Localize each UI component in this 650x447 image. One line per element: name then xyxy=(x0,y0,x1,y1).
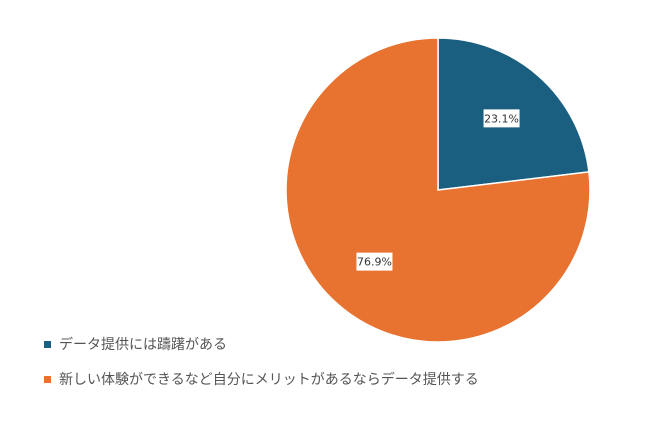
legend-item-hesitant: データ提供には躊躇がある xyxy=(44,335,479,353)
data-label-text-hesitant: 23.1% xyxy=(484,112,519,125)
data-label-hesitant: 23.1% xyxy=(483,109,520,128)
pie-slices xyxy=(285,37,591,343)
data-label-provide-if-benefit: 76.9% xyxy=(356,252,393,271)
legend-swatch-hesitant xyxy=(44,340,51,348)
legend-label-provide-if-benefit: 新しい体験ができるなど自分にメリットがあるならデータ提供する xyxy=(59,372,479,388)
legend: データ提供には躊躇がある 新しい体験ができるなど自分にメリットがあるならデータ提… xyxy=(44,335,479,405)
legend-label-hesitant: データ提供には躊躇がある xyxy=(59,337,227,353)
data-label-box-provide-if-benefit xyxy=(356,252,393,271)
legend-item-provide-if-benefit: 新しい体験ができるなど自分にメリットがあるならデータ提供する xyxy=(44,370,479,388)
data-label-text-provide-if-benefit: 76.9% xyxy=(357,256,392,269)
data-label-box-hesitant xyxy=(483,109,520,128)
pie-data-labels: 23.1% 76.9% xyxy=(356,109,520,271)
legend-swatch-provide-if-benefit xyxy=(44,375,51,383)
